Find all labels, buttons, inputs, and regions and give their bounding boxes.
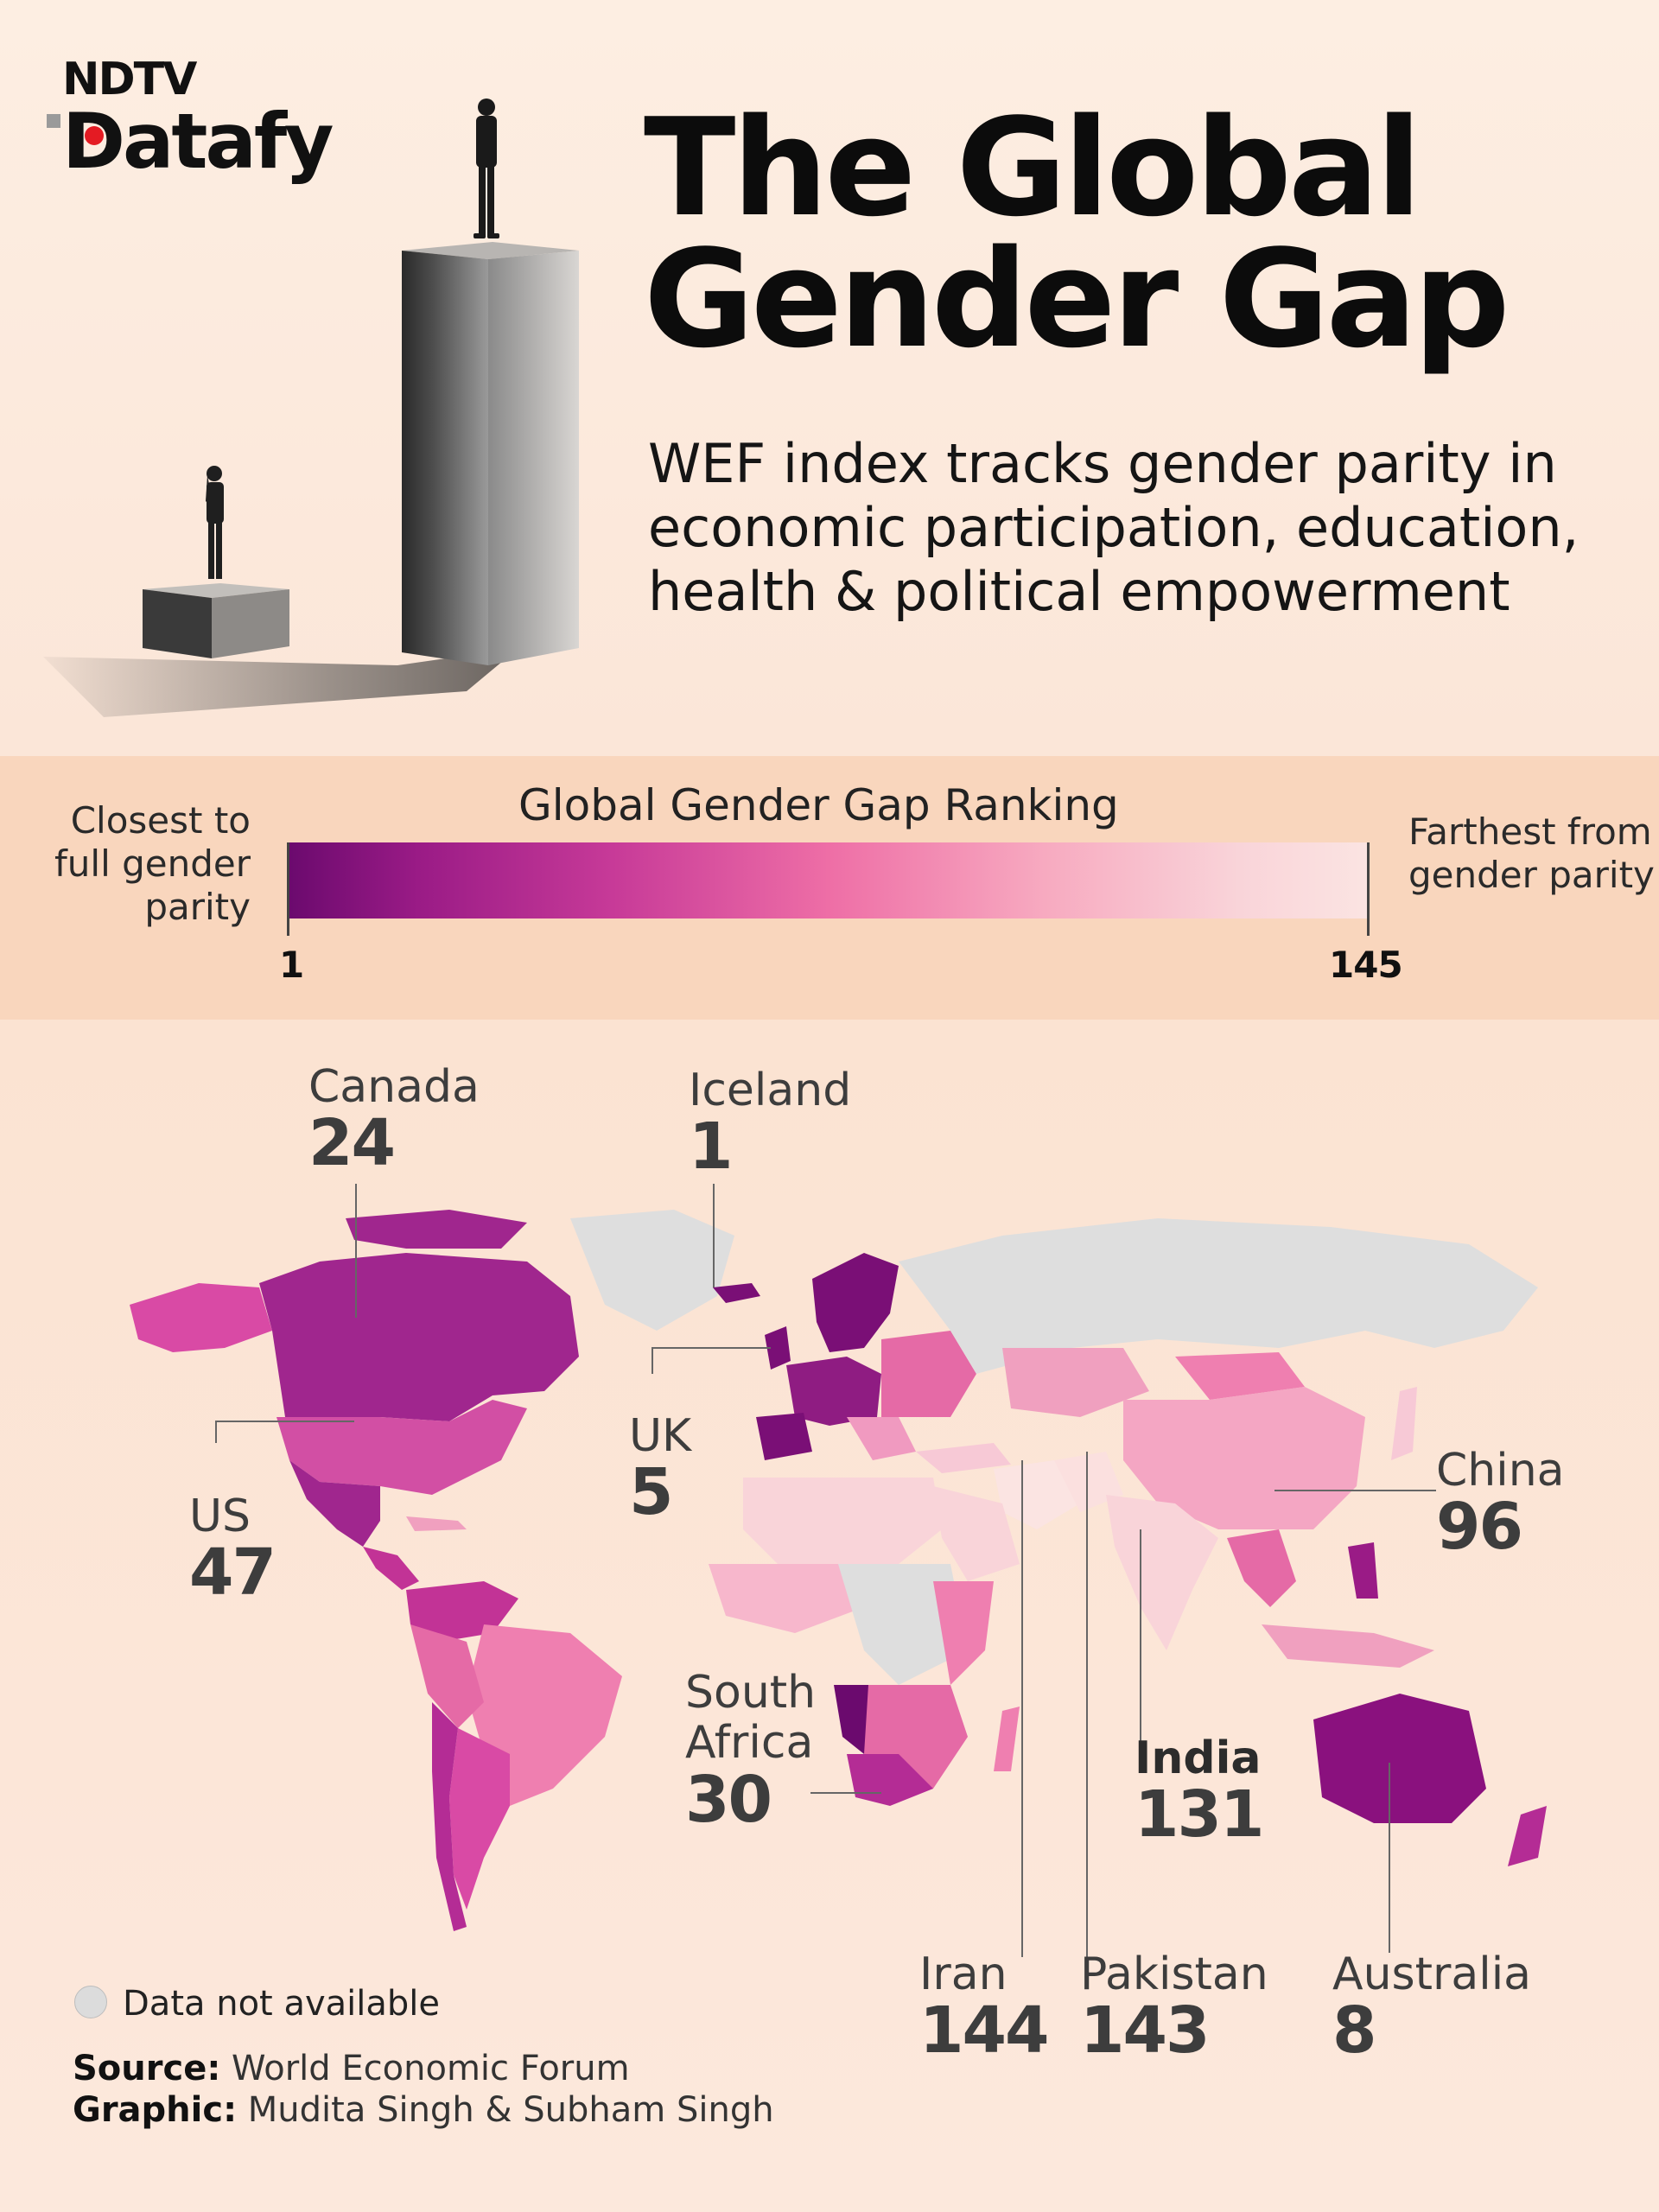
leader-uk xyxy=(652,1347,771,1374)
callout-australia: Australia 8 xyxy=(1332,1948,1531,2068)
region-mongolia xyxy=(1175,1352,1305,1400)
region-madagascar xyxy=(994,1707,1020,1771)
region-canada-arctic xyxy=(346,1210,527,1249)
callout-country-name: Australia xyxy=(1332,1948,1532,2000)
callout-rank-value: 96 xyxy=(1436,1490,1523,1564)
region-philippines xyxy=(1348,1542,1378,1599)
no-data-swatch-icon xyxy=(74,1986,107,2018)
callout-country-name: Iran xyxy=(919,1948,1007,2000)
region-new-zealand xyxy=(1508,1806,1547,1866)
callout-rank-value: 1 xyxy=(689,1109,734,1184)
floor-shadow xyxy=(43,648,518,717)
page-title: The Global Gender Gap xyxy=(644,89,1510,378)
callout-china: China 96 xyxy=(1436,1445,1565,1564)
region-north-africa xyxy=(743,1478,942,1564)
callout-us: US 47 xyxy=(189,1491,276,1610)
callout-rank-value: 24 xyxy=(308,1106,396,1180)
region-scandinavia xyxy=(812,1253,899,1352)
callout-pakistan: Pakistan 143 xyxy=(1080,1948,1268,2068)
callout-country-name: Pakistan xyxy=(1080,1948,1268,2000)
graphic-value: Mudita Singh & Subham Singh xyxy=(247,2090,774,2130)
short-block xyxy=(143,583,289,658)
region-balkans xyxy=(847,1417,916,1460)
region-uk xyxy=(765,1326,791,1370)
source-value: World Economic Forum xyxy=(232,2049,630,2088)
region-mexico xyxy=(289,1460,380,1547)
legend-color-scale xyxy=(289,842,1369,918)
region-russia xyxy=(899,1218,1538,1374)
region-australia xyxy=(1313,1694,1486,1823)
callout-rank-value: 30 xyxy=(685,1763,772,1837)
logo-dot-icon xyxy=(85,126,104,145)
callout-country-name: Canada xyxy=(308,1061,480,1113)
callout-canada: Canada 24 xyxy=(308,1061,480,1180)
callout-rank-value: 144 xyxy=(919,1993,1049,2068)
region-west-africa xyxy=(709,1564,864,1633)
brand-logo-bottom: Datafy xyxy=(62,97,334,186)
region-eastern-europe xyxy=(881,1331,976,1417)
region-caribbean xyxy=(406,1516,467,1531)
callout-country-name: US xyxy=(189,1491,251,1542)
region-japan xyxy=(1391,1387,1417,1460)
callout-country-name: UK xyxy=(629,1410,692,1462)
region-canada xyxy=(259,1253,579,1421)
region-saudi-arabia xyxy=(933,1486,1020,1581)
callout-iceland: Iceland 1 xyxy=(689,1065,851,1184)
callout-rank-value: 143 xyxy=(1080,1993,1210,2068)
callout-uk: UK 5 xyxy=(629,1410,691,1529)
region-chile xyxy=(432,1702,467,1931)
world-map xyxy=(130,1210,1547,1931)
region-southeast-asia xyxy=(1227,1529,1296,1607)
callout-rank-value: 47 xyxy=(189,1535,276,1610)
region-namibia xyxy=(834,1685,868,1754)
region-central-america xyxy=(363,1547,419,1590)
graphic-label: Graphic: xyxy=(73,2090,238,2130)
callout-country-name: Iceland xyxy=(689,1065,852,1116)
legend-title: Global Gender Gap Ranking xyxy=(518,780,1119,830)
region-peru-bolivia xyxy=(410,1624,484,1728)
region-greenland xyxy=(570,1210,734,1331)
brand-logo-top: NDTV xyxy=(62,54,197,105)
legend-tick-min xyxy=(287,842,289,936)
region-east-africa xyxy=(933,1581,994,1685)
region-iberia xyxy=(756,1413,812,1460)
legend-tick-max xyxy=(1367,842,1370,936)
man-figure xyxy=(474,99,499,238)
callout-rank-value: 131 xyxy=(1135,1777,1264,1852)
region-indonesia xyxy=(1262,1624,1434,1668)
source-label: Source: xyxy=(73,2049,221,2088)
legend-left-label: Closest to full gender parity xyxy=(54,799,251,928)
region-usa xyxy=(276,1400,527,1495)
callout-india: India 131 xyxy=(1135,1732,1264,1852)
callout-country-name: South Africa xyxy=(685,1667,817,1769)
no-data-label: Data not available xyxy=(123,1984,440,2024)
region-turkey xyxy=(916,1443,1011,1473)
region-alaska xyxy=(130,1283,272,1352)
legend-right-label: Farthest from gender parity xyxy=(1408,810,1655,896)
legend-min-value: 1 xyxy=(279,944,305,986)
region-india xyxy=(1106,1495,1218,1650)
tall-pillar xyxy=(402,242,579,665)
page-subtitle: WEF index tracks gender parity in econom… xyxy=(648,432,1580,623)
woman-figure xyxy=(206,466,224,579)
legend-max-value: 145 xyxy=(1329,944,1403,986)
region-china xyxy=(1123,1387,1365,1529)
region-argentina xyxy=(449,1728,510,1910)
region-iceland xyxy=(713,1283,760,1303)
region-iran xyxy=(994,1460,1080,1529)
region-pakistan xyxy=(1054,1452,1123,1512)
credits: Source: World Economic Forum Graphic: Mu… xyxy=(73,2048,774,2131)
callout-south-africa: South Africa 30 xyxy=(685,1668,893,1837)
callout-iran: Iran 144 xyxy=(919,1948,1049,2068)
pedestal-illustration xyxy=(43,99,579,717)
leader-us xyxy=(215,1421,354,1443)
callout-rank-value: 8 xyxy=(1332,1993,1377,2068)
callout-country-name: India xyxy=(1135,1732,1262,1784)
logo-square-icon xyxy=(47,114,60,128)
region-kazakhstan xyxy=(1002,1348,1149,1417)
callout-rank-value: 5 xyxy=(629,1455,674,1529)
region-western-europe xyxy=(786,1357,881,1426)
callout-country-name: China xyxy=(1436,1445,1565,1497)
callout-leader-lines xyxy=(215,1184,1436,1957)
